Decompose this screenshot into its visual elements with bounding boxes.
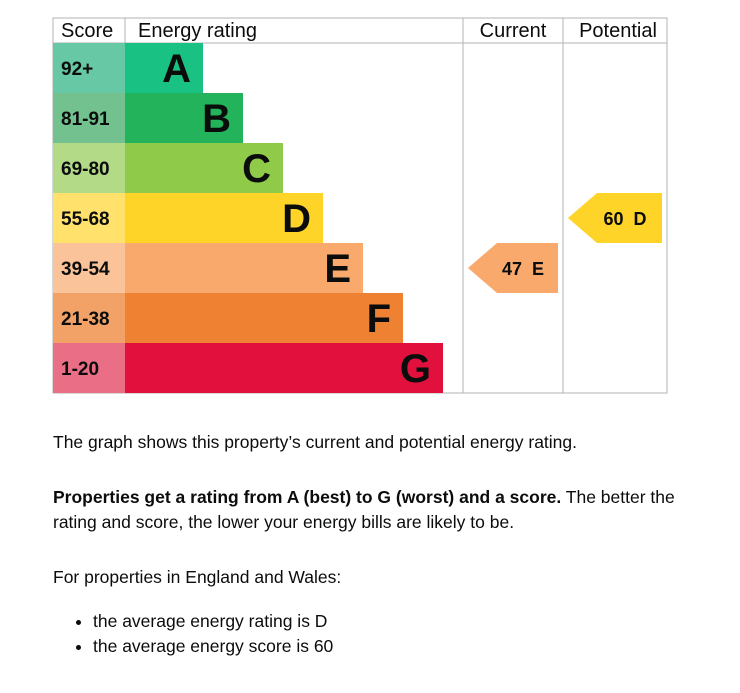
score-range-d: 55-68 — [61, 209, 110, 230]
score-range-e: 39-54 — [61, 259, 110, 280]
band-letter-g: G — [400, 347, 431, 391]
header-potential: Potential — [579, 20, 657, 42]
band-bar-g — [125, 343, 443, 393]
potential-rating-label: 60 D — [603, 209, 646, 229]
band-letter-f: F — [367, 297, 391, 341]
header-current: Current — [480, 20, 547, 42]
header-energy-rating: Energy rating — [138, 20, 257, 42]
band-bar-f — [125, 293, 403, 343]
band-bar-d — [125, 193, 323, 243]
band-bar-a — [125, 43, 203, 93]
score-cell-g — [53, 343, 125, 393]
score-range-c: 69-80 — [61, 159, 110, 180]
rating-explanation-bold: Properties get a rating from A (best) to… — [53, 487, 562, 507]
england-wales-intro: For properties in England and Wales: — [53, 567, 342, 587]
average-list: the average energy rating is D the avera… — [53, 609, 333, 659]
band-letter-a: A — [162, 47, 191, 91]
score-range-f: 21-38 — [61, 309, 110, 330]
score-range-a: 92+ — [61, 59, 93, 80]
rating-arrows: 47 E 60 D — [468, 193, 662, 293]
rating-explanation-rest: The better the rating and score, the low… — [53, 487, 675, 532]
band-letter-b: B — [202, 97, 231, 141]
score-cell-f — [53, 293, 125, 343]
potential-arrow — [568, 193, 662, 243]
score-cell-d — [53, 193, 125, 243]
score-range-g: 1-20 — [61, 359, 99, 380]
rating-bands: 92+ A 81-91 B 69-80 C 55-68 D 39-54 E 21-38 F 1-20 G — [53, 43, 443, 393]
band-letter-d: D — [282, 197, 311, 241]
average-rating-item: the average energy rating is D — [93, 609, 333, 634]
current-rating-label: 47 E — [502, 259, 544, 279]
average-score-item: the average energy score is 60 — [93, 634, 333, 659]
graph-description: The graph shows this property’s current … — [53, 432, 578, 452]
epc-chart: Score Energy rating Current Potential 92… — [52, 17, 668, 394]
band-bar-e — [125, 243, 363, 293]
rating-explanation: Properties get a rating from A (best) to… — [53, 485, 693, 535]
score-cell-a — [53, 43, 125, 93]
band-bar-c — [125, 143, 283, 193]
current-arrow — [468, 243, 558, 293]
score-range-b: 81-91 — [61, 109, 110, 130]
band-letter-e: E — [324, 247, 351, 291]
score-cell-c — [53, 143, 125, 193]
header-score: Score — [61, 20, 113, 42]
score-cell-b — [53, 93, 125, 143]
band-bar-b — [125, 93, 243, 143]
band-letter-c: C — [242, 147, 271, 191]
score-cell-e — [53, 243, 125, 293]
